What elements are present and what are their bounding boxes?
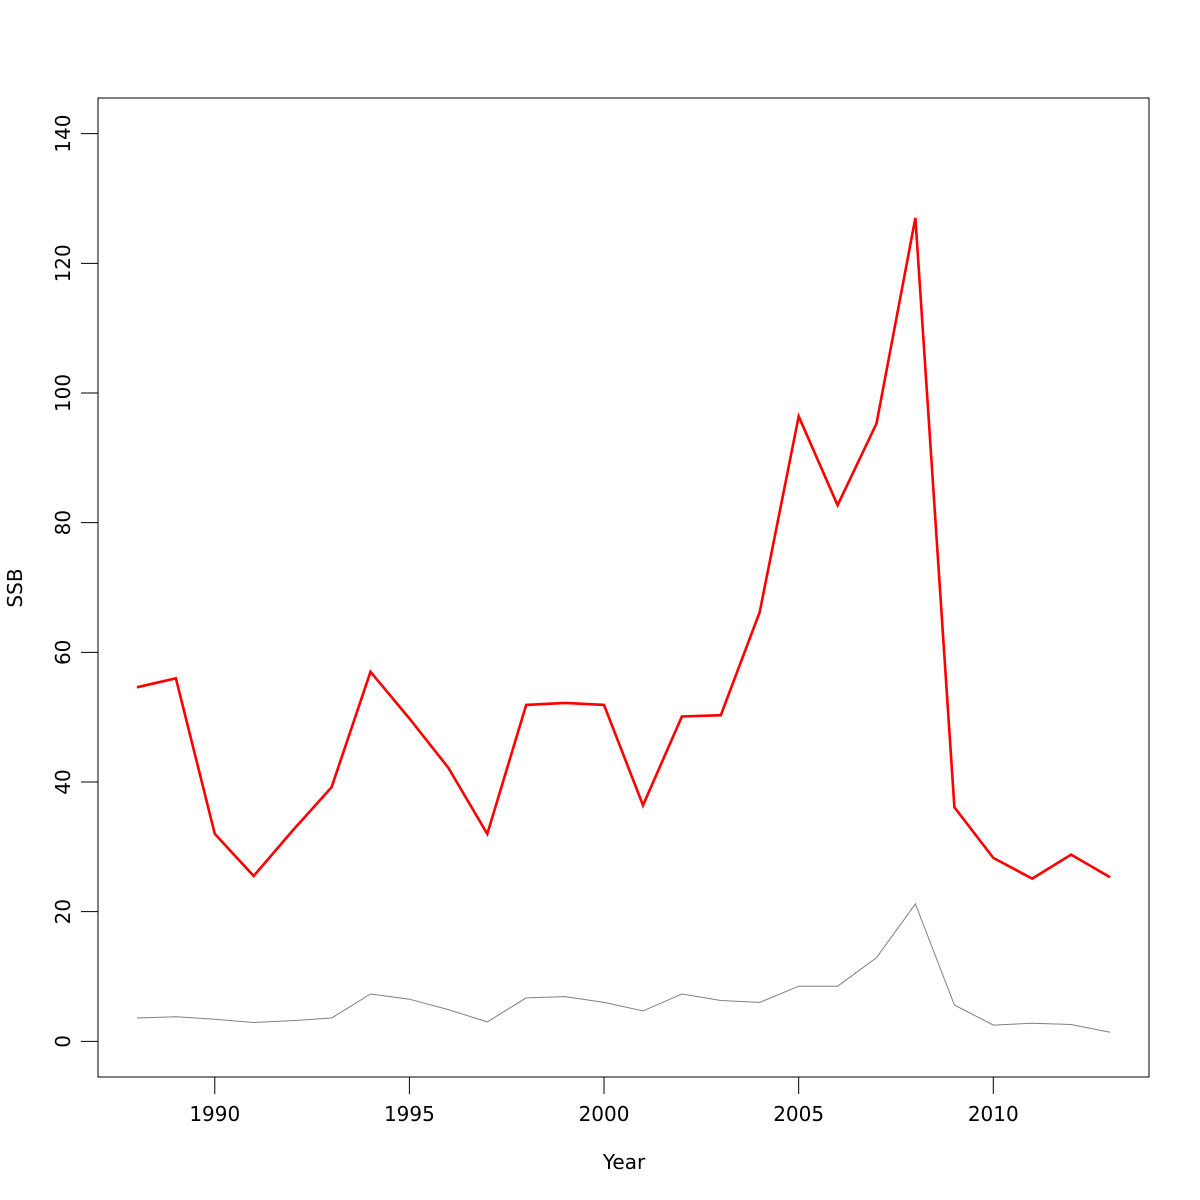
y-tick-label: 0 — [51, 1035, 75, 1048]
y-axis-title: SSB — [3, 568, 27, 607]
y-tick-label: 60 — [51, 640, 75, 665]
x-axis-title: Year — [602, 1150, 646, 1174]
x-tick-label: 1995 — [384, 1102, 435, 1126]
x-tick-label: 1990 — [189, 1102, 240, 1126]
ssb-series-line-grey — [136, 902, 1111, 1033]
x-tick-label: 2005 — [773, 1102, 824, 1126]
y-tick-label: 40 — [51, 769, 75, 794]
plot-frame — [97, 97, 1150, 1078]
y-tick-label: 140 — [51, 115, 75, 153]
y-tick-label: 80 — [51, 510, 75, 535]
y-axis: 0 20 40 60 80 100 120 140 — [51, 115, 99, 1048]
x-axis: 1990 1995 2000 2005 2010 — [189, 1076, 1019, 1126]
series-layer — [136, 217, 1111, 1033]
x-tick-label: 2000 — [579, 1102, 630, 1126]
ssb-series-line-red — [136, 217, 1111, 881]
y-tick-label: 120 — [51, 244, 75, 282]
x-tick-label: 2010 — [968, 1102, 1019, 1126]
y-tick-label: 20 — [51, 899, 75, 924]
y-tick-label: 100 — [51, 374, 75, 412]
